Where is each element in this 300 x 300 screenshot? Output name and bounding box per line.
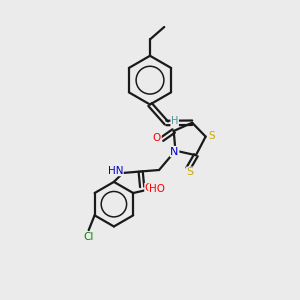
Text: HN: HN xyxy=(108,166,123,176)
Text: HO: HO xyxy=(149,184,165,194)
Text: N: N xyxy=(170,147,179,157)
Text: S: S xyxy=(209,131,215,141)
Text: S: S xyxy=(187,167,194,177)
Text: H: H xyxy=(171,116,178,127)
Text: O: O xyxy=(145,183,153,194)
Text: O: O xyxy=(153,133,161,143)
Text: Cl: Cl xyxy=(83,232,93,242)
